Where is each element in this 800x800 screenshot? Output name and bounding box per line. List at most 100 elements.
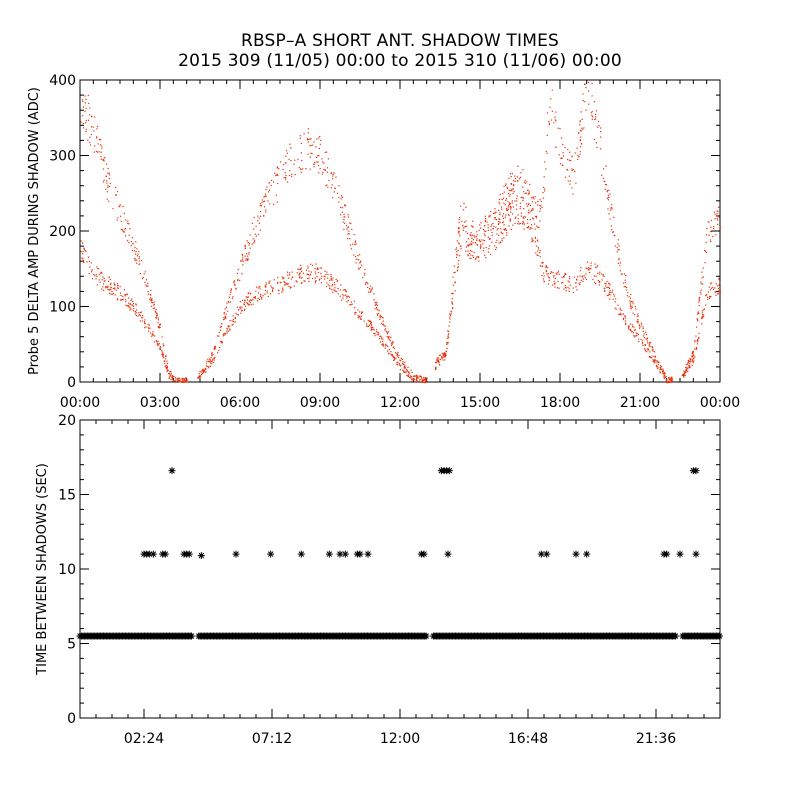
data-point [377, 312, 380, 315]
data-point [230, 301, 232, 303]
data-point [107, 168, 109, 170]
data-point [305, 269, 308, 271]
data-point [284, 172, 286, 174]
data-point [596, 146, 598, 149]
data-point [150, 289, 152, 291]
data-point [355, 258, 357, 260]
data-point [232, 296, 234, 298]
data-point [236, 272, 238, 275]
data-point [504, 204, 506, 206]
data-point [717, 293, 719, 295]
data-point [410, 377, 412, 379]
data-point [152, 331, 154, 333]
data-point [344, 204, 346, 206]
data-point [166, 366, 168, 368]
data-point [558, 273, 560, 275]
data-point [176, 378, 178, 380]
data-point [151, 335, 153, 337]
data-point [607, 286, 609, 288]
data-point [417, 377, 419, 379]
data-point [527, 226, 529, 228]
data-point [522, 200, 524, 202]
data-point [237, 268, 239, 271]
data-point [587, 261, 589, 263]
data-point [601, 279, 603, 281]
data-point [371, 288, 373, 290]
data-point [270, 184, 272, 186]
data-point [335, 278, 337, 280]
data-point [714, 287, 716, 289]
data-point [546, 134, 548, 136]
data-point [388, 349, 390, 351]
data-point [639, 326, 641, 328]
data-point [579, 153, 581, 155]
data-point [713, 228, 715, 230]
data-point [277, 289, 279, 291]
data-point [653, 360, 655, 362]
data-point [663, 372, 666, 374]
data-point [632, 303, 634, 305]
data-point [203, 371, 205, 373]
data-point [590, 265, 592, 267]
data-point [264, 293, 266, 295]
data-point [117, 217, 119, 219]
data-point [338, 185, 340, 187]
data-point [347, 295, 349, 297]
data-point [221, 342, 223, 344]
data-point [649, 357, 651, 359]
data-point [425, 377, 427, 379]
data-point [132, 310, 134, 312]
data-point [225, 306, 227, 308]
data-point [263, 215, 265, 217]
data-point [247, 296, 249, 298]
data-point [579, 270, 581, 272]
data-point [244, 300, 246, 302]
x-tick-label: 21:00 [620, 395, 660, 411]
data-point [315, 280, 317, 282]
data-point [445, 353, 447, 355]
data-point [90, 134, 92, 136]
data-point [487, 236, 489, 238]
data-point [501, 232, 503, 234]
figure-title-line1: RBSP–A SHORT ANT. SHADOW TIMES [240, 31, 560, 51]
data-point [106, 182, 108, 184]
data-point [524, 179, 526, 181]
data-point [82, 100, 84, 103]
data-point [240, 312, 242, 314]
data-point [642, 326, 644, 328]
data-point [143, 321, 145, 323]
data-point [441, 352, 443, 354]
data-point [617, 304, 619, 306]
data-point [607, 199, 610, 201]
data-point [642, 330, 644, 332]
data-point [134, 310, 136, 312]
data-point [582, 128, 584, 130]
data-point [527, 189, 529, 191]
data-point [387, 332, 389, 334]
data-point [478, 256, 480, 259]
data-point [457, 231, 459, 233]
data-point [706, 228, 708, 230]
data-point [564, 273, 566, 275]
data-point [310, 263, 312, 265]
data-point [607, 294, 609, 297]
data-point [650, 357, 652, 359]
data-point [135, 253, 137, 255]
data-point [615, 308, 617, 310]
data-point [150, 294, 152, 296]
data-point [529, 204, 531, 206]
data-point [508, 177, 510, 179]
data-point [82, 242, 84, 244]
data-point [449, 318, 451, 320]
y-tick-label: 20 [58, 413, 76, 429]
data-point [354, 256, 357, 258]
data-point [592, 116, 594, 118]
data-point [703, 308, 705, 310]
data-point [340, 214, 342, 216]
data-point [317, 268, 319, 270]
data-point [417, 375, 419, 378]
data-point [80, 240, 82, 242]
data-point [532, 196, 534, 199]
data-point [563, 288, 565, 290]
data-point [119, 292, 122, 294]
